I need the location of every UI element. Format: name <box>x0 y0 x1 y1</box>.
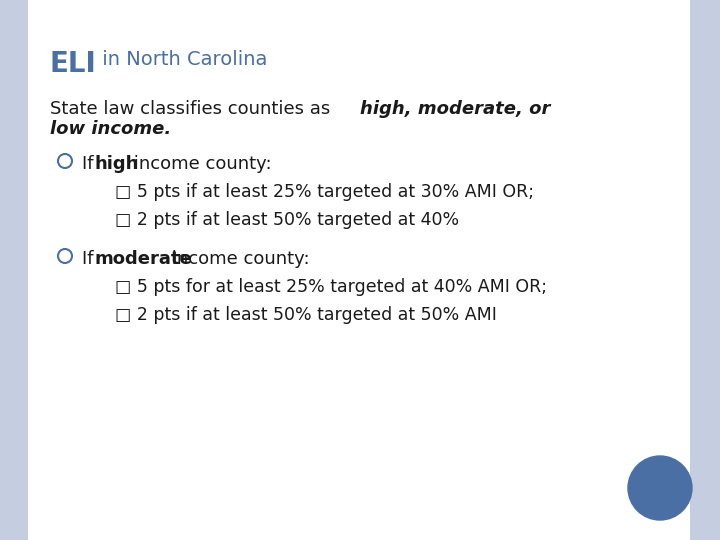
Text: □ 5 pts for at least 25% targeted at 40% AMI OR;: □ 5 pts for at least 25% targeted at 40%… <box>115 278 547 296</box>
Text: □ 2 pts if at least 50% targeted at 40%: □ 2 pts if at least 50% targeted at 40% <box>115 211 459 229</box>
Text: low income.: low income. <box>50 120 171 138</box>
Text: ELI: ELI <box>50 50 96 78</box>
Text: State law classifies counties as: State law classifies counties as <box>50 100 336 118</box>
FancyBboxPatch shape <box>28 0 690 540</box>
Text: income county:: income county: <box>128 155 271 173</box>
Text: in North Carolina: in North Carolina <box>96 50 267 69</box>
Text: high: high <box>94 155 138 173</box>
Text: moderate: moderate <box>94 250 192 268</box>
FancyBboxPatch shape <box>690 0 720 540</box>
Text: If: If <box>82 155 99 173</box>
Circle shape <box>628 456 692 520</box>
Text: income county:: income county: <box>166 250 310 268</box>
Text: If: If <box>82 250 99 268</box>
Text: □ 2 pts if at least 50% targeted at 50% AMI: □ 2 pts if at least 50% targeted at 50% … <box>115 306 497 324</box>
FancyBboxPatch shape <box>0 0 28 540</box>
Text: high, moderate, or: high, moderate, or <box>360 100 550 118</box>
Text: □ 5 pts if at least 25% targeted at 30% AMI OR;: □ 5 pts if at least 25% targeted at 30% … <box>115 183 534 201</box>
